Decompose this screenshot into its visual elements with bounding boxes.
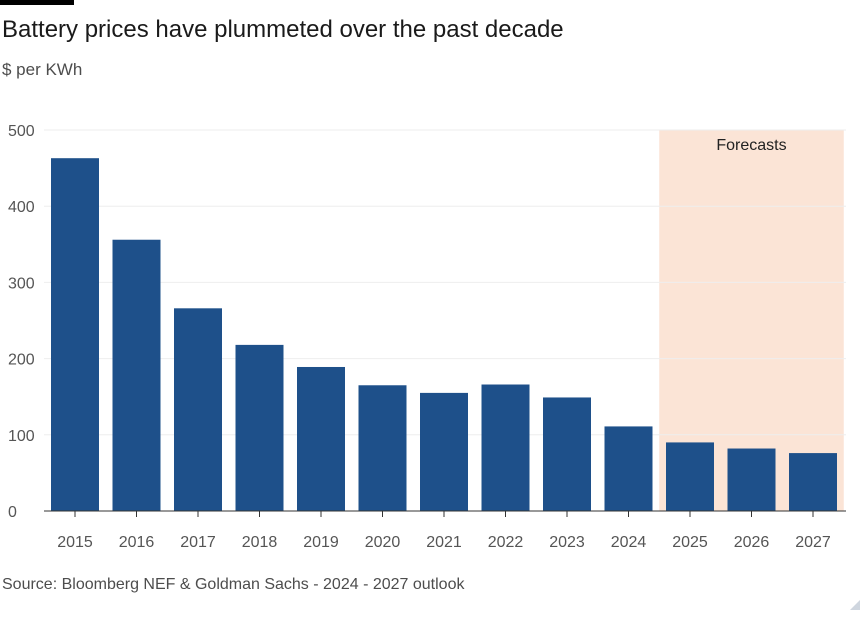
x-tick-label: 2022 [488,534,524,551]
y-tick-label: 400 [8,199,35,216]
bar-2026 [727,448,776,511]
x-tick-label: 2024 [611,534,647,551]
bar-2024 [604,426,653,511]
x-tick-label: 2021 [426,534,462,551]
bar-2025 [666,442,714,511]
chart-title: Battery prices have plummeted over the p… [2,16,564,43]
x-tick-label: 2017 [180,534,216,551]
y-tick-label: 300 [8,275,35,292]
x-tick-label: 2025 [672,534,708,551]
y-tick-label: 200 [8,352,35,369]
source-note: Source: Bloomberg NEF & Goldman Sachs - … [2,576,465,593]
bar-2027 [789,453,837,511]
bar-2017 [174,308,222,511]
bar-2018 [235,344,284,511]
x-tick-label: 2015 [57,534,93,551]
x-tick-label: 2023 [549,534,585,551]
y-tick-label: 500 [8,123,35,140]
bar-2015 [51,158,99,511]
resize-corner-icon [850,600,860,610]
bar-2021 [420,392,468,511]
x-tick-label: 2027 [795,534,831,551]
x-tick-label: 2018 [242,534,278,551]
x-tick-label: 2020 [365,534,401,551]
x-tick-label: 2026 [734,534,770,551]
bar-2022 [481,384,530,511]
x-tick-label: 2019 [303,534,339,551]
y-tick-label: 0 [8,504,17,521]
forecast-label: Forecasts [716,137,786,154]
chart-subtitle: $ per KWh [2,60,83,79]
bar-2019 [297,366,345,511]
y-tick-label: 100 [8,428,35,445]
bar-2016 [112,239,161,511]
bar-2020 [358,385,407,511]
brand-bar [0,0,74,5]
x-tick-label: 2016 [119,534,155,551]
bar-2023 [543,397,591,511]
